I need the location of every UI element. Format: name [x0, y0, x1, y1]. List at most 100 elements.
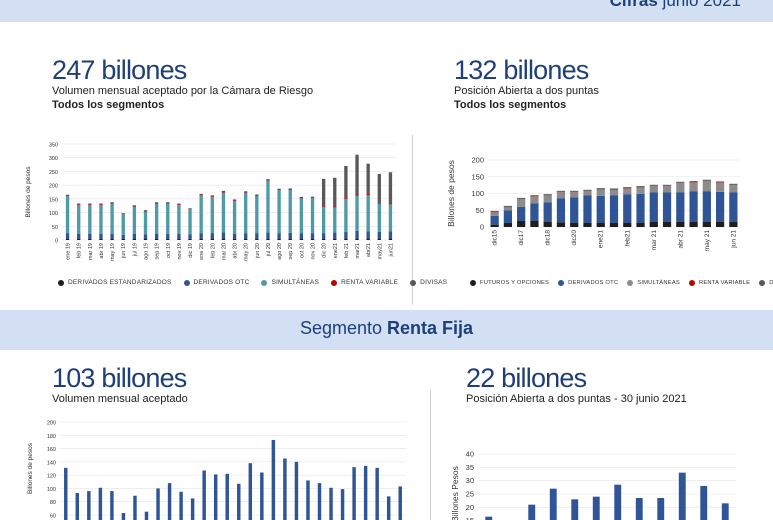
bar — [700, 486, 708, 520]
bar-segment — [288, 238, 292, 240]
bar-segment — [530, 196, 539, 204]
bar — [87, 491, 91, 520]
bar-segment — [388, 231, 393, 239]
bar-segment — [503, 205, 513, 207]
bar-segment — [355, 238, 359, 240]
legend-item: FUTUROS Y OPCIONES — [470, 280, 549, 286]
bar — [156, 488, 160, 520]
x-tick-label: may 21 — [704, 230, 711, 252]
bar-segment — [288, 189, 292, 233]
bar-segment — [132, 233, 137, 239]
bar-segment — [570, 222, 579, 227]
y-tick-label: 15 — [466, 516, 474, 520]
legend-label: RENTA VARIABLE — [341, 279, 399, 286]
bar-segment — [702, 221, 711, 227]
bar — [64, 467, 68, 520]
bar-segment — [143, 234, 148, 239]
bar-segment — [366, 231, 370, 239]
legend-item: DERIVADOS ESTANDARIZADOS — [58, 279, 172, 286]
bar — [592, 496, 600, 520]
bar-segment — [221, 238, 226, 240]
bar — [721, 503, 729, 520]
bar-segment — [609, 188, 619, 190]
bar-segment — [583, 189, 592, 191]
bar — [133, 495, 137, 520]
bar-segment — [88, 204, 92, 234]
bar-segment — [556, 222, 566, 227]
bar-segment — [355, 195, 359, 231]
bar-segment — [530, 195, 539, 197]
header-band: Cifras junio 2021 — [0, 0, 773, 22]
y-tick-label: 40 — [466, 450, 474, 459]
bar — [614, 484, 622, 520]
bar-segment — [266, 179, 270, 181]
x-tick-label: ene21 — [598, 230, 605, 248]
bar-segment — [266, 238, 270, 240]
x-tick-label: feb 19 — [77, 243, 83, 258]
chart-volumen-renta-fija: 60 80 100 120 140 160 180 200 Billones de pesos — [27, 421, 406, 520]
y-tick-label: 250 — [49, 170, 58, 176]
bar-segment — [556, 192, 566, 199]
y-tick-label: 200 — [49, 184, 58, 190]
bar-segment — [543, 195, 552, 203]
bar-segment — [266, 232, 270, 239]
bar-segment — [517, 220, 526, 227]
x-tick-label: oct 20 — [299, 243, 305, 258]
bar-segment — [199, 195, 203, 234]
bar — [678, 472, 686, 520]
x-tick-label: ago 19 — [144, 243, 150, 260]
bar-segment — [255, 195, 259, 196]
legend-swatch — [470, 280, 476, 286]
legend-label: DIVISAS — [420, 279, 448, 286]
bar-segment — [121, 213, 125, 215]
bar-segment — [490, 212, 499, 216]
bar — [549, 488, 557, 520]
y-tick-label: 80 — [50, 500, 56, 506]
bar-segment — [177, 238, 181, 240]
x-tick-label: oct 19 — [166, 243, 172, 258]
bar-segment — [676, 181, 685, 183]
bar-segment — [99, 238, 103, 240]
x-tick-label: feb 20 — [210, 243, 216, 258]
bar-segment — [689, 221, 698, 227]
bar-segment — [132, 206, 137, 234]
bar-segment — [321, 233, 326, 239]
bar-segment — [232, 199, 237, 200]
bar-segment — [77, 204, 81, 234]
bar-segment — [715, 191, 725, 222]
bar-segment — [596, 195, 605, 223]
bar-segment — [232, 233, 237, 239]
bar-segment — [636, 186, 645, 188]
bar-segment — [166, 203, 170, 234]
bar-segment — [277, 189, 281, 191]
bar-segment — [662, 184, 672, 186]
bar-segment — [177, 204, 181, 234]
bar-segment — [65, 238, 70, 240]
x-tick-label: sep 19 — [155, 243, 161, 260]
y-tick-label: 100 — [471, 189, 484, 198]
bar-segment — [377, 231, 381, 239]
bar-segment — [110, 203, 114, 234]
bar-segment — [310, 238, 315, 240]
legend-item: RENTA VARIABLE — [688, 280, 750, 286]
bar-segment — [333, 238, 337, 240]
panel-volumen-total-subtitle: Volumen mensual aceptado por la Cámara d… — [52, 85, 314, 97]
bar-segment — [366, 193, 370, 196]
bar-segment — [166, 233, 170, 239]
panel-volumen-total-segment: Todos los segmentos — [52, 99, 165, 111]
bar-segment — [583, 222, 592, 227]
bar-segment — [556, 198, 566, 223]
bar-segment — [154, 202, 159, 203]
bar-segment — [333, 232, 337, 239]
bar-segment — [77, 203, 81, 205]
x-tick-label: abr 19 — [99, 243, 105, 259]
y-tick-label: 30 — [466, 476, 474, 485]
bar-segment — [199, 194, 203, 196]
bar-segment — [729, 192, 738, 222]
bar-segment — [517, 206, 526, 221]
chart-posicion-renta-fija: 10152025303540Billones Pesos — [450, 450, 736, 520]
bar-segment — [244, 192, 248, 234]
bar-segment — [277, 190, 281, 234]
bar-segment — [321, 206, 326, 208]
bar-segment — [188, 208, 192, 209]
